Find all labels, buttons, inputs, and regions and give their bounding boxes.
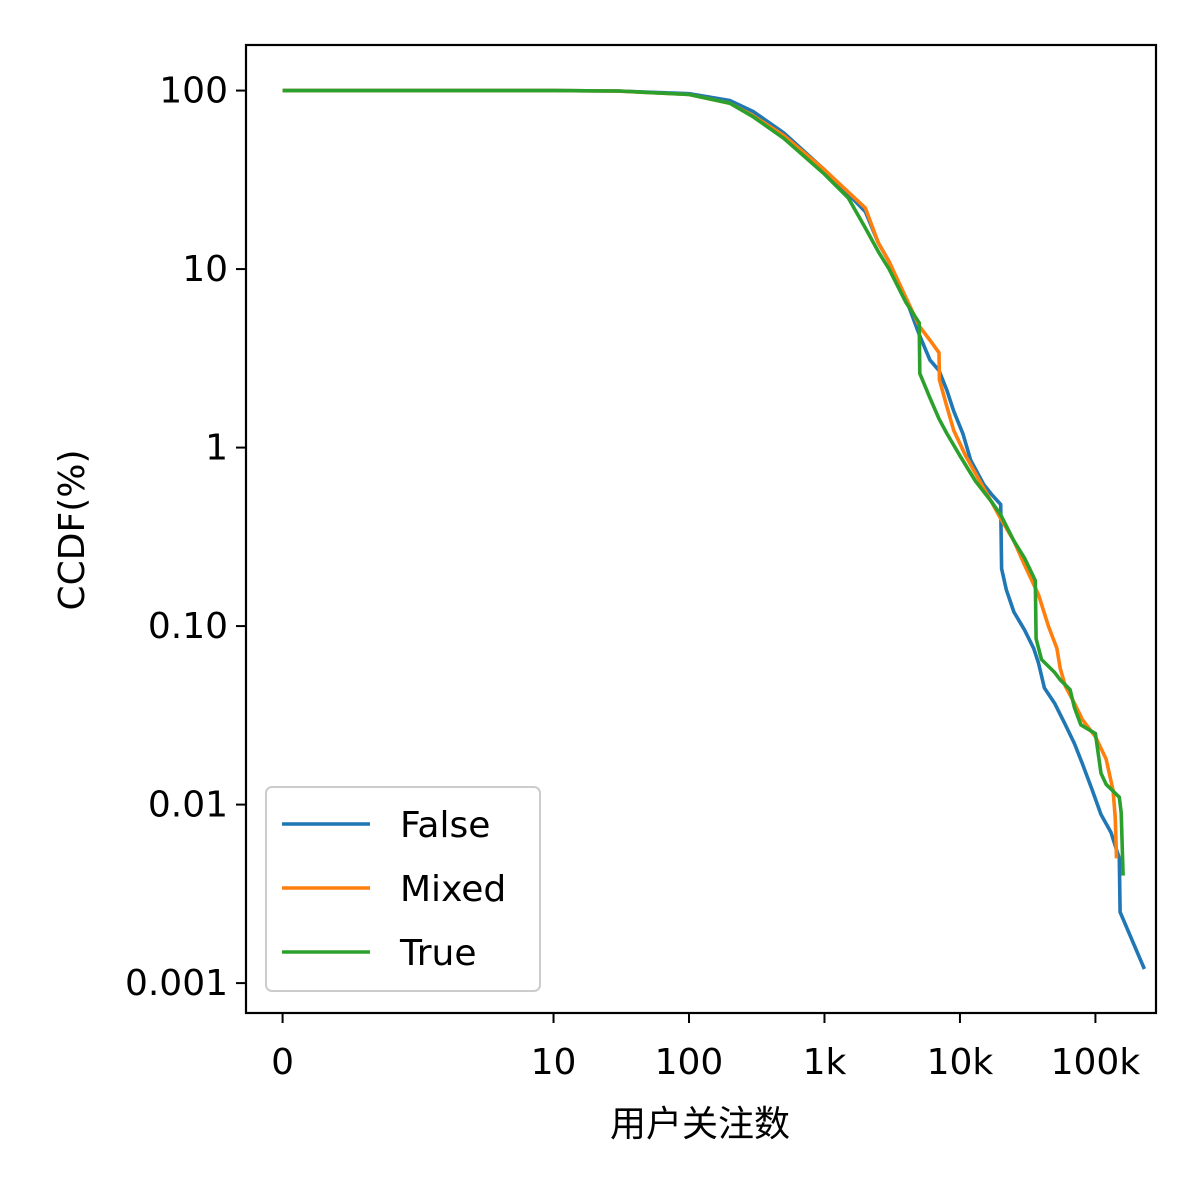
y-tick-label: 0.001 xyxy=(125,963,228,1004)
x-tick-label: 1k xyxy=(803,1042,847,1083)
series-line-true xyxy=(282,88,1125,876)
legend-label-true: True xyxy=(399,933,476,974)
series-line-mixed xyxy=(282,88,1119,859)
y-axis-label: CCDF(%) xyxy=(52,450,93,611)
legend: False Mixed True xyxy=(265,786,541,992)
x-axis-label: 用户关注数 xyxy=(610,1104,790,1145)
axes-layer: 0 10 100 1k 10k 100k 100 10 1 0.10 0.01 0.001 xyxy=(125,43,1158,1083)
legend-label-mixed: Mixed xyxy=(400,869,506,910)
legend-box xyxy=(265,786,541,992)
x-tick-label: 10 xyxy=(531,1042,577,1083)
y-tick-label: 100 xyxy=(159,71,228,112)
plot-frame xyxy=(244,43,1158,1015)
series-layer xyxy=(282,88,1147,970)
legend-label-false: False xyxy=(400,805,490,846)
y-tick-label: 0.10 xyxy=(148,606,228,647)
x-tick-label: 100k xyxy=(1051,1042,1141,1083)
y-tick-label: 0.01 xyxy=(148,785,228,826)
x-tick-label: 0 xyxy=(271,1042,294,1083)
y-tick-label: 1 xyxy=(205,428,228,469)
x-tick-label: 100 xyxy=(655,1042,724,1083)
x-tick-label: 10k xyxy=(927,1042,994,1083)
y-tick-label: 10 xyxy=(182,249,228,290)
